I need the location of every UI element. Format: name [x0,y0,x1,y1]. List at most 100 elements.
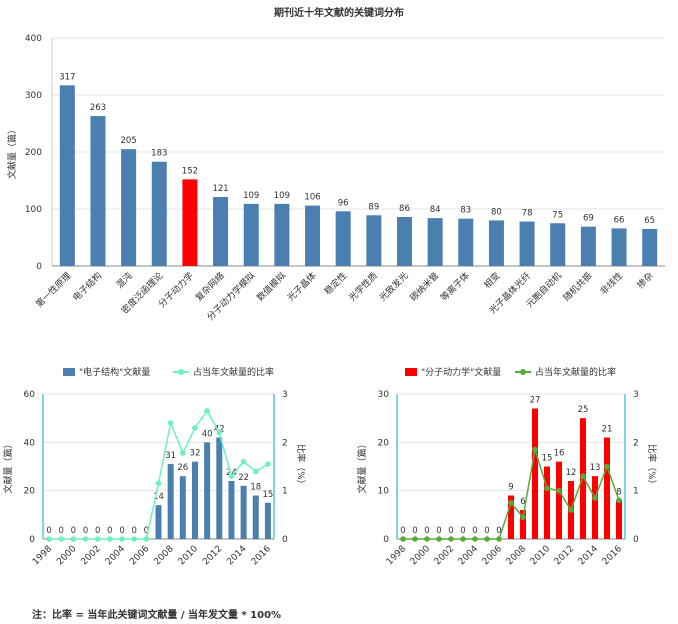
sub2-legend-line-label: 占当年文献量的比率 [535,366,616,378]
sub1-bar-value-label: 42 [214,425,225,435]
sub1-x-tick-label: 2004 [104,544,127,567]
sub1-ratio-point [143,536,150,542]
main-bar [642,228,658,266]
sub1-ratio-point [119,536,125,542]
sub2-bar [604,437,610,539]
main-x-tick-label: 第一性原理 [33,270,73,310]
sub2-bar-value-label: 0 [448,526,453,536]
sub1-x-tick-label: 2002 [80,544,103,567]
main-bar [121,149,137,266]
sub2-ratio-point [412,536,418,542]
main-x-tick-label: 随机共振 [561,270,595,304]
sub2-legend-bar-label: "分子动力学"文献量 [421,366,501,378]
main-bar [305,205,321,266]
sub1-ratio-point [131,536,137,542]
sub1-y2-axis-label: 比率（%） [295,444,307,489]
sub2-x-tick-label: 2010 [529,544,552,567]
sub1-x-tick-label: 2012 [201,544,224,567]
sub2-ratio-point [484,536,490,542]
main-bar-value-label: 121 [212,184,228,194]
main-x-tick-label: 掺杂 [635,270,656,291]
sub2-bar-value-label: 0 [424,526,429,536]
sub1-bar-value-label: 0 [131,526,136,536]
sub1-x-tick-label: 2008 [153,544,176,567]
sub1-ratio-point [58,536,65,542]
main-bar [182,179,198,266]
sub2-y-tick-label: 30 [378,390,390,400]
sub1-legend-bar-swatch [63,368,75,376]
main-x-tick-label: 碳纳米管 [407,270,441,304]
sub1-bar [155,505,162,539]
sub1-x-tick-label: 2016 [250,544,273,567]
sub2-bar [616,500,622,539]
sub1-ratio-point [216,429,223,436]
main-x-tick-label: 电子结构 [70,270,104,304]
sub2-bar-value-label: 0 [436,526,441,536]
sub2-bar-value-label: 27 [530,396,541,406]
main-bar-value-label: 263 [90,103,106,113]
sub2-bar [532,408,538,539]
main-x-tick-label: 等离子体 [438,270,472,304]
sub2-y-tick-label: 10 [378,487,390,497]
sub1-bar-value-label: 14 [153,492,164,502]
sub1-bar-value-label: 0 [59,526,64,536]
main-bar-value-label: 109 [243,191,259,201]
main-bar [458,218,474,266]
sub2-x-tick-label: 2004 [457,544,480,567]
sub1-y-tick-label: 0 [29,535,35,545]
sub2-bar-value-label: 15 [542,454,553,464]
sub2-bar-value-label: 13 [590,463,601,473]
sub2-ratio-point [544,485,550,492]
sub2-ratio-point [532,446,538,453]
main-bar-value-label: 109 [274,191,290,201]
sub2-bar [520,510,526,539]
sub2-bar-value-label: 0 [472,526,477,536]
sub1-bar-value-label: 0 [107,526,112,536]
sub2-y2-tick-label: 3 [633,390,639,400]
main-chart-title: 期刊近十年文献的关键词分布 [274,6,404,19]
sub1-y-tick-label: 40 [24,438,36,448]
sub2-bar-value-label: 0 [460,526,465,536]
main-bar-value-label: 205 [121,136,137,146]
main-bar-value-label: 84 [430,205,441,215]
sub2-y-tick-label: 20 [378,438,390,448]
sub2-bar-value-label: 0 [484,526,489,536]
sub2-y2-axis-label: 比率（%） [646,444,658,489]
sub1-bar-value-label: 0 [144,526,149,536]
sub1-ratio-point [204,408,210,414]
main-bar [488,220,504,266]
main-bar-value-label: 89 [368,202,379,212]
sub2-bar [556,461,562,539]
sub2-x-tick-label: 1998 [385,544,408,567]
main-bar [213,197,229,266]
sub1-ratio-point [252,468,259,475]
sub1-bar [228,481,235,539]
sub1-ratio-point [46,536,52,542]
sub1-ratio-point [107,536,113,542]
sub1-legend-line-marker [178,369,184,375]
sub2-ratio-point [460,536,466,542]
sub2-x-tick-label: 2014 [577,544,600,567]
main-x-tick-label: 混沌 [114,270,135,291]
sub1-x-tick-label: 1998 [31,544,54,567]
main-bar-value-label: 152 [182,166,198,176]
main-x-tick-label: 光子晶体 [285,270,319,304]
sub2-bar-value-label: 9 [508,483,513,493]
sub2-ratio-point [472,536,478,542]
main-bar [335,211,351,266]
sub2-y2-tick-label: 1 [633,487,639,497]
sub2-ratio-point [616,497,622,504]
sub2-ratio-point [604,463,610,470]
main-y-tick-label: 0 [36,262,42,272]
main-y-tick-label: 300 [25,91,42,101]
sub1-bar-value-label: 24 [226,468,237,478]
main-bar [243,203,259,266]
sub2-bar-value-label: 16 [554,449,565,459]
sub2-bar-value-label: 12 [566,468,577,478]
main-bar-value-label: 69 [583,214,594,224]
sub1-bar [252,495,259,539]
sub2-bar-value-label: 25 [578,405,589,415]
sub1-ratio-point [70,536,77,542]
main-y-axis-label: 文献量（篇） [6,125,18,179]
sub1-bar-value-label: 0 [46,526,51,536]
